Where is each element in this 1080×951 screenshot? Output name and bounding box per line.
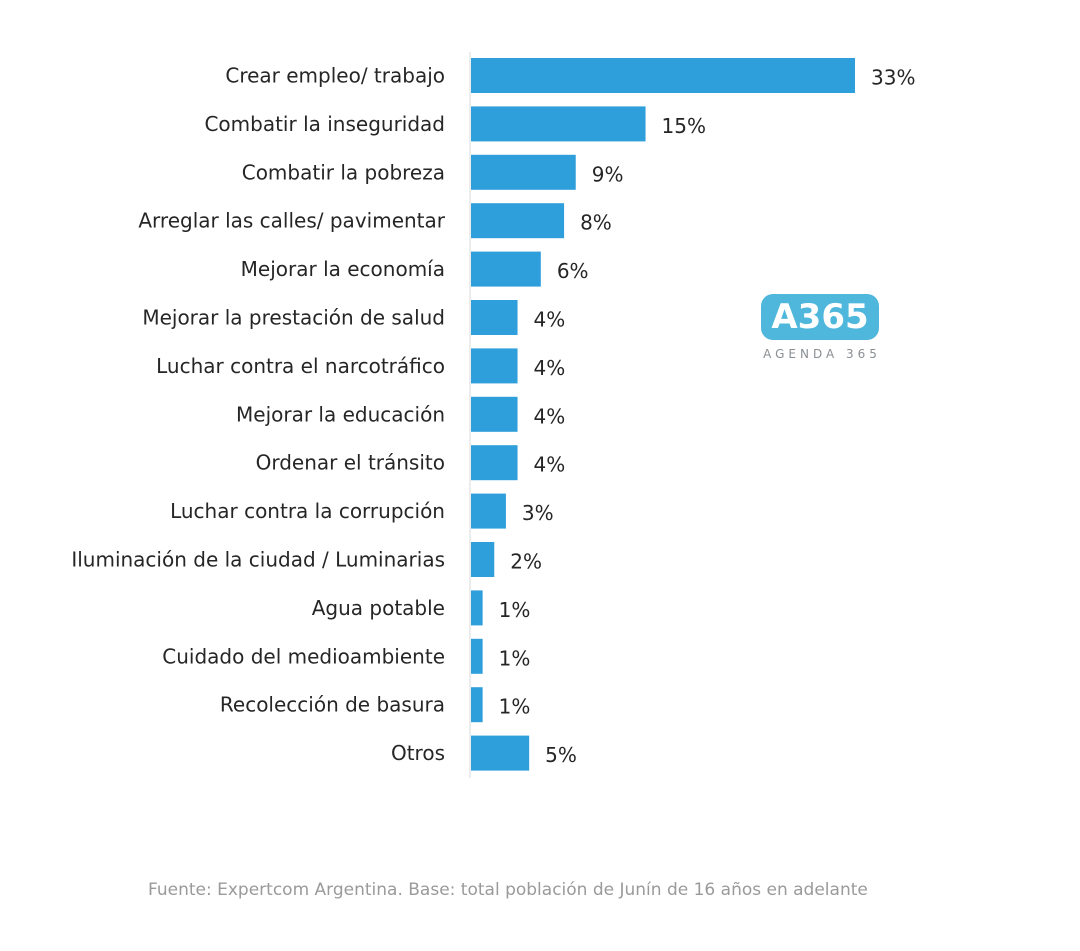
data-label: 15%	[662, 114, 706, 138]
category-label: Mejorar la economía	[241, 257, 445, 281]
bars-group: Crear empleo/ trabajo 33% Combatir la inse…	[71, 58, 915, 771]
bar	[471, 58, 855, 93]
category-label: Ordenar el tránsito	[256, 451, 445, 475]
data-label: 1%	[499, 695, 531, 719]
data-label: 33%	[871, 66, 915, 90]
agenda365-logo: A365	[761, 294, 879, 340]
bar	[471, 203, 565, 239]
bar	[471, 493, 506, 529]
bar	[471, 300, 518, 335]
data-label: 8%	[580, 211, 612, 235]
bar-chart: Crear empleo/ trabajo 33% Combatir la inse…	[71, 52, 915, 778]
data-label: 4%	[534, 453, 566, 477]
logo-mark: A365	[771, 297, 869, 337]
data-label: 4%	[534, 356, 566, 380]
category-label: Recolección de basura	[220, 693, 445, 717]
bar	[471, 590, 483, 626]
bar	[471, 106, 646, 142]
data-label: 6%	[557, 259, 589, 283]
category-label: Mejorar la prestación de salud	[142, 306, 445, 330]
data-label: 2%	[510, 550, 542, 574]
category-label: Mejorar la educación	[236, 402, 445, 426]
category-label: Arreglar las calles/ pavimentar	[138, 209, 445, 233]
bar	[471, 687, 483, 723]
bar	[471, 251, 541, 287]
bar	[471, 445, 518, 481]
category-label: Crear empleo/ trabajo	[225, 64, 445, 88]
category-label: Luchar contra el narcotráfico	[156, 354, 445, 378]
bar	[471, 542, 495, 577]
source-note: Fuente: Expertcom Argentina. Base: total…	[148, 880, 868, 900]
data-label: 5%	[545, 743, 577, 767]
bar	[471, 396, 518, 432]
category-label: Luchar contra la corrupción	[170, 499, 445, 523]
data-label: 3%	[522, 501, 554, 525]
data-label: 9%	[592, 162, 624, 186]
data-label: 4%	[534, 308, 566, 332]
category-label: Otros	[391, 741, 445, 765]
data-label: 1%	[499, 598, 531, 622]
bar	[471, 154, 576, 190]
bar	[471, 735, 530, 771]
bar	[471, 348, 518, 384]
data-label: 1%	[499, 646, 531, 670]
category-label: Combatir la inseguridad	[204, 112, 445, 136]
logo-subtitle: AGENDA 365	[763, 347, 881, 361]
category-label: Agua potable	[312, 596, 445, 620]
category-label: Cuidado del medioambiente	[162, 644, 445, 668]
category-label: Iluminación de la ciudad / Luminarias	[71, 548, 445, 572]
category-label: Combatir la pobreza	[242, 160, 445, 184]
bar	[471, 638, 483, 674]
data-label: 4%	[534, 404, 566, 428]
